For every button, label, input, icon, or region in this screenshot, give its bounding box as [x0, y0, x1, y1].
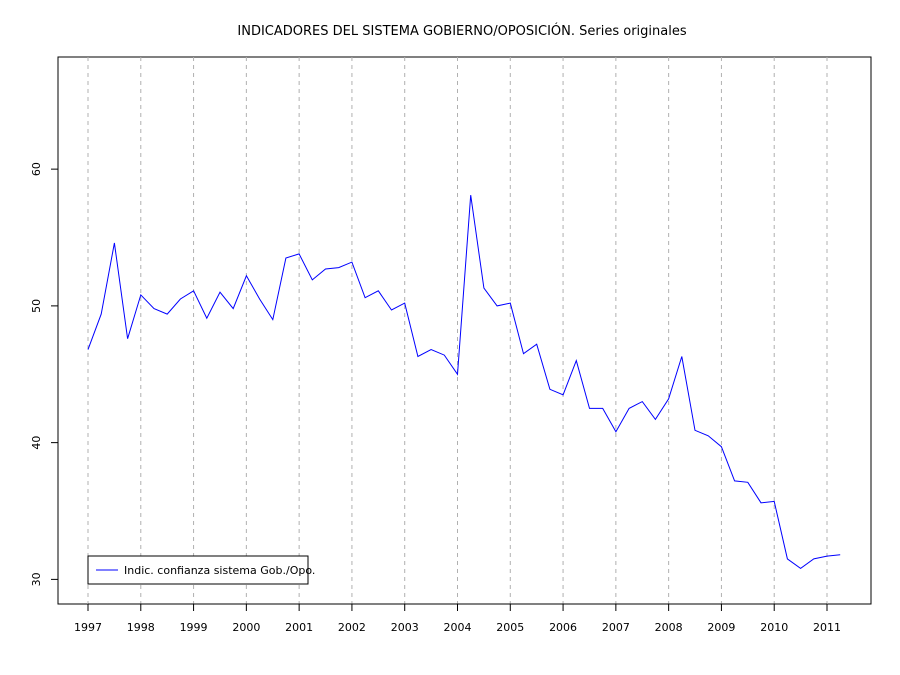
- x-tick-label-2005: 2005: [496, 621, 524, 634]
- data-point-0-22: [378, 290, 379, 291]
- x-tick-label-2000: 2000: [232, 621, 260, 634]
- data-point-0-42: [642, 401, 643, 402]
- data-point-0-40: [615, 431, 616, 432]
- x-tick-label-2001: 2001: [285, 621, 313, 634]
- legend-entry-label: Indic. confianza sistema Gob./Opo.: [124, 564, 315, 577]
- data-point-0-56: [826, 556, 827, 557]
- vertical-gridlines: [87, 57, 828, 604]
- data-point-0-37: [576, 360, 577, 361]
- y-axis: 30 40 50 60: [30, 162, 58, 586]
- data-point-0-13: [259, 298, 260, 299]
- data-point-0-9: [206, 318, 207, 319]
- y-tick-label-40: 40: [30, 436, 43, 450]
- y-tick-label-50: 50: [30, 299, 43, 313]
- data-point-0-19: [338, 267, 339, 268]
- data-point-0-11: [233, 308, 234, 309]
- data-point-0-18: [325, 268, 326, 269]
- data-point-0-1: [101, 313, 102, 314]
- x-tick-label-2010: 2010: [760, 621, 788, 634]
- data-point-0-20: [351, 262, 352, 263]
- data-point-0-57: [840, 554, 841, 555]
- data-point-0-49: [734, 480, 735, 481]
- x-tick-label-1998: 1998: [127, 621, 155, 634]
- data-point-0-46: [694, 430, 695, 431]
- data-point-0-31: [496, 305, 497, 306]
- data-point-0-17: [312, 279, 313, 280]
- series-line-0: [87, 195, 841, 570]
- data-point-0-47: [708, 435, 709, 436]
- data-point-0-15: [285, 257, 286, 258]
- data-point-0-24: [404, 303, 405, 304]
- x-tick-label-2009: 2009: [707, 621, 735, 634]
- data-point-0-14: [272, 319, 273, 320]
- x-tick-label-2006: 2006: [549, 621, 577, 634]
- x-axis: 1997 1998 1999 2000 2001 2002 2003 2004 2005 2006…: [74, 603, 841, 634]
- x-tick-label-2002: 2002: [338, 621, 366, 634]
- x-tick-label-2003: 2003: [391, 621, 419, 634]
- data-point-0-12: [246, 275, 247, 276]
- data-point-0-4: [140, 294, 141, 295]
- data-point-0-34: [536, 344, 537, 345]
- y-tick-label-30: 30: [30, 572, 43, 586]
- data-point-0-2: [114, 242, 115, 243]
- y-tick-label-60: 60: [30, 162, 43, 176]
- data-point-0-38: [589, 408, 590, 409]
- legend: Indic. confianza sistema Gob./Opo.: [87, 555, 315, 585]
- data-point-0-5: [153, 308, 154, 309]
- legend-box: [87, 555, 309, 585]
- x-tick-label-2008: 2008: [655, 621, 683, 634]
- data-point-0-23: [391, 309, 392, 310]
- data-point-0-33: [523, 353, 524, 354]
- x-tick-label-2004: 2004: [444, 621, 472, 634]
- data-point-0-21: [365, 297, 366, 298]
- data-point-0-27: [444, 355, 445, 356]
- data-point-0-3: [127, 338, 128, 339]
- data-point-0-55: [813, 558, 814, 559]
- series-group: [87, 195, 841, 570]
- data-point-0-8: [193, 290, 194, 291]
- plot-frame: [57, 56, 872, 605]
- chart-title: INDICADORES DEL SISTEMA GOBIERNO/OPOSICI…: [237, 23, 686, 39]
- data-point-0-44: [668, 398, 669, 399]
- data-point-0-7: [180, 298, 181, 299]
- data-point-0-43: [655, 419, 656, 420]
- data-point-0-16: [299, 253, 300, 254]
- data-point-0-30: [483, 288, 484, 289]
- x-tick-label-1999: 1999: [180, 621, 208, 634]
- data-point-0-54: [800, 568, 801, 569]
- data-point-0-28: [457, 374, 458, 375]
- data-point-0-32: [510, 303, 511, 304]
- x-tick-label-2011: 2011: [813, 621, 841, 634]
- data-point-0-53: [787, 558, 788, 559]
- data-point-0-41: [628, 408, 629, 409]
- data-point-0-51: [760, 502, 761, 503]
- x-tick-label-2007: 2007: [602, 621, 630, 634]
- data-point-0-39: [602, 408, 603, 409]
- data-point-0-45: [681, 356, 682, 357]
- data-point-0-52: [774, 501, 775, 502]
- data-point-0-36: [562, 394, 563, 395]
- data-point-0-48: [721, 446, 722, 447]
- data-point-0-25: [417, 356, 418, 357]
- data-point-0-35: [549, 389, 550, 390]
- data-point-0-26: [431, 349, 432, 350]
- data-point-0-10: [219, 292, 220, 293]
- x-tick-label-1997: 1997: [74, 621, 102, 634]
- data-point-0-29: [470, 195, 471, 196]
- data-point-0-0: [87, 349, 88, 350]
- data-point-0-50: [747, 482, 748, 483]
- data-point-0-6: [167, 313, 168, 314]
